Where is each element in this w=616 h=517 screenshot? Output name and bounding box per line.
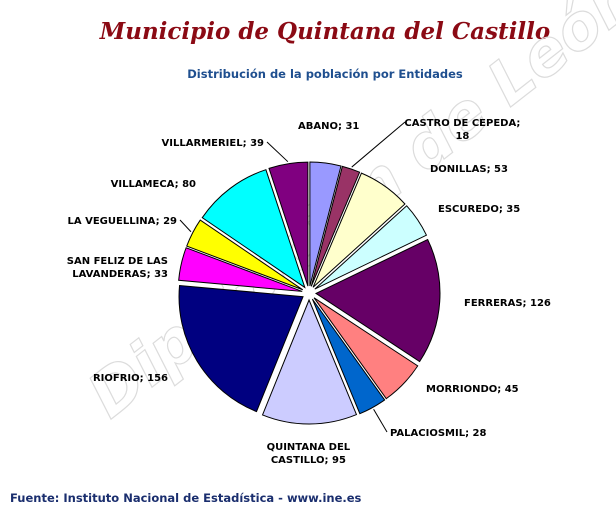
slice-label: VILLARMERIEL; 39 <box>162 138 264 149</box>
slice-label: QUINTANA DEL CASTILLO; 95 <box>267 442 351 466</box>
slice-label: FERRERAS; 126 <box>464 298 551 309</box>
leader-line <box>180 220 191 232</box>
slice-label: RIOFRIO; 156 <box>93 373 168 384</box>
slice-label: ABANO; 31 <box>298 121 359 132</box>
slice-label: VILLAMECA; 80 <box>111 179 196 190</box>
slice-label: SAN FELIZ DE LAS LAVANDERAS; 33 <box>67 256 168 280</box>
slice-label: PALACIOSMIL; 28 <box>390 428 487 439</box>
slice-label: MORRIONDO; 45 <box>426 384 519 395</box>
slice-label: DONILLAS; 53 <box>430 164 508 175</box>
leader-line <box>374 409 387 432</box>
source-note: Fuente: Instituto Nacional de Estadístic… <box>10 491 361 505</box>
slice-label: ESCUREDO; 35 <box>438 204 520 215</box>
slice-label: LA VEGUELLINA; 29 <box>68 216 178 227</box>
leader-line <box>267 142 288 162</box>
